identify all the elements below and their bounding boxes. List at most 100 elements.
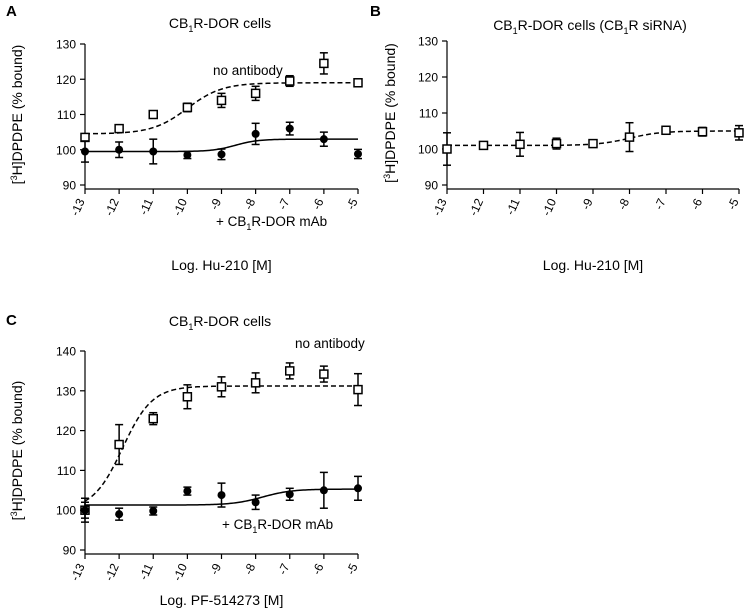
data-point	[148, 413, 158, 424]
y-tick-label: 140	[56, 345, 76, 359]
data-point	[588, 138, 598, 149]
x-tick-label: -9	[207, 561, 224, 577]
x-tick-label: -11	[136, 196, 156, 217]
data-point	[353, 384, 363, 395]
annotation-text: R-DOR mAb	[257, 517, 333, 532]
title-subscript: 1	[188, 322, 193, 332]
x-tick-label: -10	[170, 196, 190, 218]
x-tick-label: -5	[344, 561, 361, 577]
x-tick-label: -7	[652, 196, 669, 212]
ylabel-text: H]DPDPE (% bound)	[382, 43, 398, 174]
x-tick-label: -13	[68, 196, 88, 218]
data-point	[115, 510, 124, 519]
data-point	[182, 392, 193, 402]
data-point	[81, 147, 89, 156]
data-point	[81, 506, 89, 515]
ylabel-text: H]DPDPE (% bound)	[9, 381, 25, 512]
x-tick-label: -12	[102, 561, 122, 583]
x-tick-label: -7	[275, 196, 292, 212]
series-annotation: no antibody	[213, 63, 283, 78]
y-tick-label: 90	[63, 544, 77, 558]
x-axis-label: Log. PF-514273 [M]	[160, 592, 284, 608]
data-point	[183, 487, 192, 496]
y-tick-label: 110	[419, 107, 438, 121]
x-tick-label: -10	[170, 561, 190, 583]
y-tick-label: 90	[63, 179, 77, 193]
data-point	[478, 140, 489, 151]
y-tick-label: 120	[56, 424, 76, 438]
x-tick-label: -7	[275, 561, 292, 577]
series-annotation: + CB1R-DOR mAb	[222, 517, 333, 535]
title-text: R-DOR cells	[193, 313, 271, 329]
data-point	[216, 95, 227, 106]
data-point	[251, 129, 260, 138]
x-tick-label: -6	[688, 196, 705, 212]
title-text: CB	[169, 15, 188, 31]
data-point	[250, 378, 261, 388]
series-0	[442, 121, 744, 166]
data-point	[442, 144, 452, 154]
annotation-text: R-DOR mAb	[251, 214, 327, 229]
x-tick-label: -12	[466, 196, 486, 218]
data-point	[734, 128, 744, 138]
title-subscript: 1	[623, 26, 628, 36]
data-point	[319, 369, 329, 379]
data-point	[114, 123, 124, 134]
x-tick-label: -6	[309, 561, 326, 577]
data-point	[354, 149, 362, 158]
data-point	[217, 150, 226, 159]
panel-letter: C	[6, 312, 17, 329]
x-tick-label: -5	[344, 196, 361, 212]
ylabel-superscript: 3	[382, 174, 392, 179]
x-tick-label: -11	[136, 561, 156, 582]
series-0	[80, 52, 363, 143]
title-text: CB	[169, 313, 188, 329]
y-tick-label: 120	[418, 71, 438, 85]
data-point	[319, 486, 328, 495]
ylabel-text: [	[382, 179, 398, 183]
fit-curve	[84, 82, 358, 135]
panel-c: C CB1R-DOR cells 90 100 110 120 130 140 -13 -12 -1…	[6, 312, 365, 608]
y-tick-label: 130	[418, 35, 438, 49]
y-tick-label: 130	[56, 384, 76, 398]
title-text: R-DOR cells (CB	[518, 17, 624, 33]
panel-letter: B	[370, 3, 381, 20]
y-tick-label: 100	[56, 504, 76, 518]
x-tick-label: -5	[725, 196, 742, 212]
x-tick-label: -13	[68, 561, 88, 583]
y-tick-label: 110	[57, 464, 76, 478]
data-point	[285, 366, 295, 376]
data-point	[515, 139, 525, 150]
data-point	[354, 484, 362, 493]
data-point	[285, 124, 294, 133]
series-1	[81, 471, 362, 521]
y-tick-label: 100	[418, 143, 438, 157]
ylabel-text: [	[9, 180, 25, 184]
data-point	[285, 490, 294, 499]
y-axis-label: [3H]DPDPE (% bound)	[9, 381, 25, 521]
annotation-subscript: 1	[246, 222, 251, 232]
data-point	[285, 76, 295, 86]
data-point	[624, 132, 635, 142]
data-point	[250, 88, 261, 99]
data-point	[149, 506, 158, 515]
data-point	[697, 126, 708, 137]
data-point	[183, 151, 192, 160]
annotation-text: + CB	[216, 214, 246, 229]
x-tick-label: -8	[241, 196, 258, 212]
x-tick-label: -9	[579, 196, 596, 212]
title-text: R siRNA)	[628, 17, 686, 33]
data-point	[661, 125, 671, 136]
series-annotation: + CB1R-DOR mAb	[216, 214, 327, 232]
ylabel-superscript: 3	[9, 175, 19, 180]
data-point	[114, 439, 124, 450]
x-axis-label: Log. Hu-210 [M]	[543, 257, 643, 273]
data-point	[182, 102, 193, 113]
panel-letter: A	[6, 3, 17, 20]
y-tick-label: 120	[56, 73, 76, 87]
series-1	[81, 121, 362, 165]
ylabel-text: [	[9, 516, 25, 520]
